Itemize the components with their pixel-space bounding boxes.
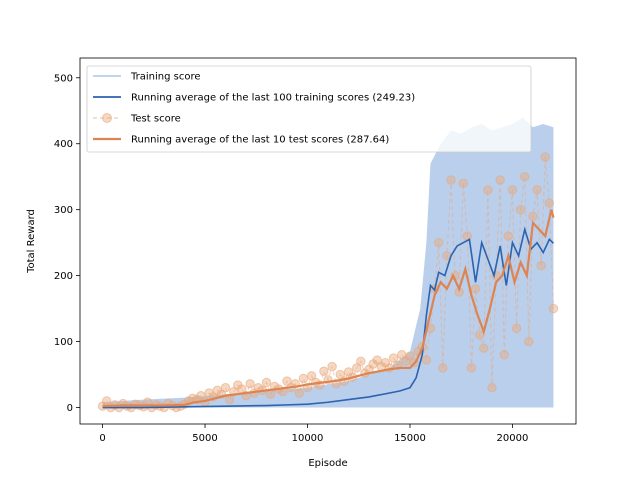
- y-tick-label: 500: [54, 73, 73, 84]
- test-score-point: [327, 361, 337, 372]
- y-axis: 0 100 200 300 400 500: [54, 73, 80, 414]
- test-score-point: [405, 351, 415, 361]
- test-score-point: [438, 363, 448, 373]
- legend-entry-test: Test score: [130, 114, 181, 125]
- plot-area: [97, 117, 559, 413]
- test-score-point: [265, 389, 276, 400]
- test-score-point: [466, 363, 477, 373]
- series-running-average-training: [102, 226, 555, 409]
- test-score-point: [495, 175, 505, 185]
- test-score-point: [528, 211, 538, 221]
- test-score-point: [532, 185, 542, 195]
- test-score-point: [433, 237, 444, 248]
- test-score-point: [524, 336, 534, 347]
- legend-entry-training: Training score: [130, 72, 201, 83]
- test-score-point: [511, 323, 522, 334]
- test-score-point: [261, 377, 272, 388]
- x-axis: 0 5000 10000 15000 20000: [99, 424, 528, 444]
- legend: Training score Running average of the la…: [86, 65, 532, 153]
- legend-entry-running-test: Running average of the last 10 test scor…: [131, 135, 389, 146]
- test-score-point: [294, 388, 305, 398]
- test-score-point: [245, 379, 255, 389]
- test-score-point: [458, 178, 468, 188]
- test-score-point: [196, 390, 206, 401]
- x-tick-label: 10000: [292, 433, 324, 444]
- y-tick-label: 200: [54, 271, 73, 282]
- x-tick-label: 5000: [192, 433, 217, 444]
- test-score-point: [356, 356, 366, 367]
- test-score-point: [319, 366, 329, 376]
- x-tick-label: 20000: [497, 433, 529, 444]
- y-tick-label: 400: [54, 139, 73, 150]
- test-score-point: [487, 383, 497, 393]
- test-score-point: [220, 383, 231, 393]
- test-score-point: [544, 198, 555, 208]
- test-score-point: [351, 363, 362, 373]
- test-score-point: [520, 172, 530, 182]
- test-score-point: [507, 185, 518, 195]
- y-tick-label: 100: [54, 337, 73, 348]
- test-score-point: [483, 185, 493, 195]
- test-score-point: [298, 373, 309, 384]
- test-score-point: [224, 394, 235, 405]
- test-score-point: [306, 371, 317, 381]
- test-score-point: [462, 231, 473, 241]
- series-running-average-test: [102, 209, 555, 408]
- test-score-point: [372, 355, 382, 365]
- test-score-point: [282, 376, 292, 386]
- test-score-point: [474, 330, 485, 340]
- test-score-point: [421, 355, 432, 365]
- series-training-score-band: [102, 117, 554, 408]
- x-tick-label: 15000: [394, 433, 426, 444]
- test-score-point: [479, 343, 489, 353]
- y-axis-label: Total Reward: [26, 209, 37, 274]
- legend-box: [86, 65, 532, 153]
- legend-entry-running-train: Running average of the last 100 training…: [131, 93, 415, 104]
- test-score-point: [503, 231, 514, 241]
- test-score-point: [388, 353, 399, 363]
- test-score-point: [515, 204, 526, 215]
- y-tick-label: 0: [67, 403, 73, 414]
- x-axis-label: Episode: [308, 458, 347, 469]
- legend-marker-test: [102, 113, 112, 123]
- test-score-point: [540, 152, 550, 162]
- y-tick-label: 300: [54, 205, 73, 216]
- axes-frame: [79, 57, 577, 425]
- test-score-point: [446, 175, 456, 185]
- test-score-point: [470, 284, 481, 294]
- test-score-point: [499, 350, 509, 360]
- test-score-point: [548, 303, 559, 314]
- test-score-point: [335, 369, 345, 380]
- x-tick-label: 0: [99, 433, 105, 444]
- test-score-point: [536, 261, 546, 271]
